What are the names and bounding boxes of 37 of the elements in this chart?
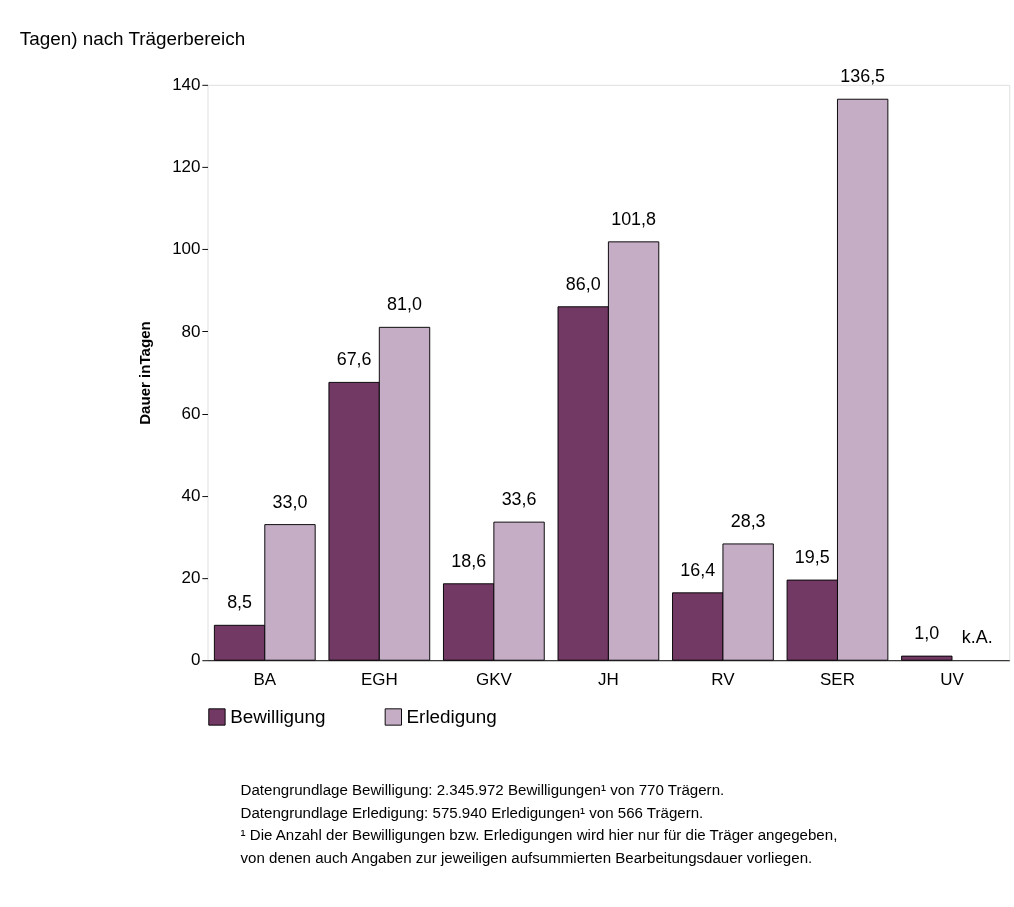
data-label: 18,6 — [451, 550, 487, 571]
data-label: 33,0 — [272, 491, 308, 512]
text: von denen auch Angaben zur jeweiligen aufsummierten Bearbeitungsdauer vorliegen. — [240, 849, 813, 867]
data-label: 19,5 — [794, 547, 830, 568]
y-tick-label: 80 — [181, 321, 201, 341]
x-tick-label: UV — [940, 670, 965, 690]
x-tick-label: SER — [820, 670, 855, 690]
chart-title: Tagen) nach Trägerbereich — [19, 28, 246, 50]
x-tick-label: JH — [598, 670, 619, 690]
y-tick-label: 0 — [191, 650, 201, 670]
x-tick-label: EGH — [360, 670, 398, 690]
x-tick-label: RV — [711, 670, 736, 690]
y-tick-label: 40 — [181, 486, 201, 506]
data-label: 16,4 — [680, 559, 716, 580]
x-tick-label: BA — [253, 670, 277, 690]
legend-label: Bewilligung — [230, 705, 326, 727]
text: k.A. — [961, 627, 993, 648]
y-tick-label: 20 — [181, 568, 201, 588]
data-label: 8,5 — [227, 592, 253, 613]
x-tick-label: GKV — [475, 670, 513, 690]
y-axis-title: Dauer inTagen — [136, 321, 154, 425]
y-tick-label: 140 — [172, 75, 201, 95]
data-label: 136,5 — [840, 66, 886, 87]
text: ¹ Die Anzahl der Bewilligungen bzw. Erledigungen wird hier nur für die Träger angegeben, — [240, 826, 838, 844]
y-tick-label: 120 — [172, 157, 201, 177]
data-label: 28,3 — [730, 510, 766, 531]
data-label: 81,0 — [387, 294, 422, 315]
y-tick-label: 60 — [181, 403, 201, 423]
data-label: 67,6 — [336, 349, 372, 370]
data-label: 33,6 — [501, 489, 537, 510]
legend-label: Erledigung — [406, 705, 497, 727]
data-label: 1,0 — [914, 623, 940, 644]
text: Datengrundlage Erledigung: 575.940 Erledigungen¹ von 566 Trägern. — [240, 803, 704, 821]
text: Datengrundlage Bewilligung: 2.345.972 Bewilligungen¹ von 770 Trägern. — [240, 781, 725, 799]
data-label: 86,0 — [565, 273, 601, 294]
y-tick-label: 100 — [172, 239, 201, 259]
data-label: 101,8 — [611, 208, 657, 229]
